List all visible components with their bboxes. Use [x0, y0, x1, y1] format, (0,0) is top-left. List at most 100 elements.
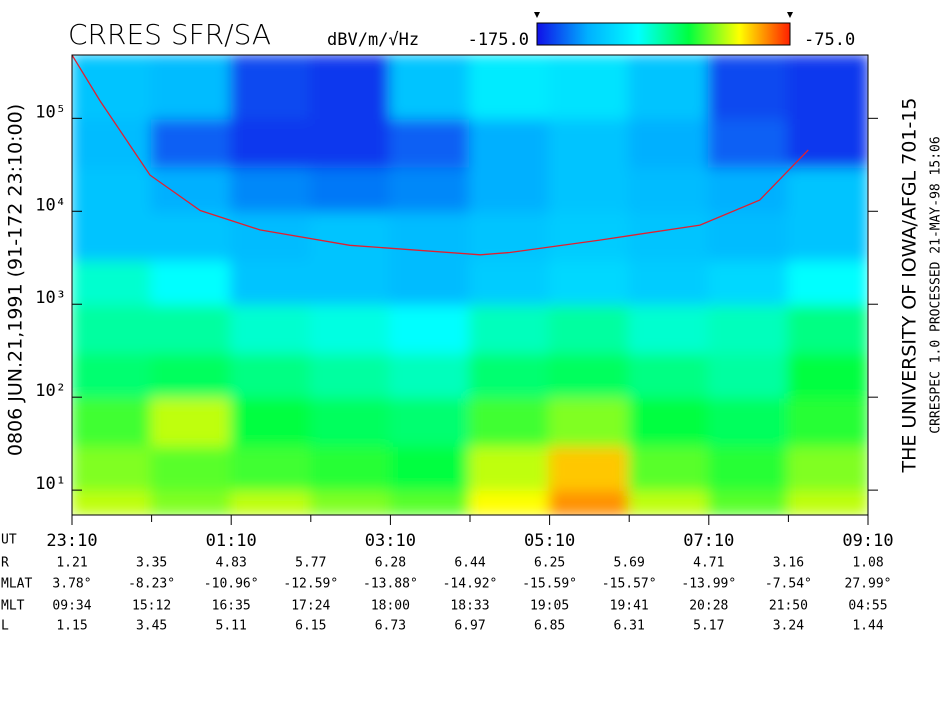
ephemeris-value: 4.71	[693, 556, 724, 571]
heatmap-cell	[309, 396, 392, 447]
heatmap-cell	[389, 489, 471, 515]
heatmap-cell	[389, 396, 471, 447]
heatmap-cell	[309, 351, 392, 399]
heatmap-cell	[72, 210, 153, 261]
heatmap-cell	[628, 210, 710, 261]
ephemeris-row-label: L	[1, 619, 9, 634]
heatmap-cell	[707, 210, 790, 261]
heatmap-cells	[72, 55, 868, 515]
y-tick-label: 10¹	[35, 474, 66, 494]
ephemeris-value: -10.96°	[204, 577, 259, 592]
heatmap-cell	[389, 351, 471, 399]
ephemeris-value: 3.78°	[52, 577, 91, 592]
heatmap-cell	[548, 396, 631, 447]
ephemeris-value: 17:24	[291, 599, 330, 614]
ephemeris-value: 21:50	[769, 599, 808, 614]
heatmap-cell	[72, 396, 153, 447]
heatmap-cell	[150, 351, 233, 399]
ephemeris-value: -13.99°	[681, 577, 736, 592]
heatmap-cell	[150, 55, 233, 120]
heatmap-cell	[628, 303, 710, 354]
heatmap-cell	[389, 210, 471, 261]
heatmap-cell	[707, 117, 790, 168]
heatmap-cell	[72, 165, 153, 213]
heatmap-cell	[628, 258, 710, 306]
heatmap-cell	[309, 165, 392, 213]
chart-title: CRRES SFR/SA	[68, 18, 271, 51]
heatmap-cell	[469, 165, 551, 213]
heatmap-cell	[72, 55, 153, 120]
ephemeris-value: 6.44	[454, 556, 485, 571]
heatmap-cell	[707, 351, 790, 399]
ephemeris-value: 19:41	[610, 599, 649, 614]
heatmap-cell	[548, 258, 631, 306]
right-label: THE UNIVERSITY OF IOWA/AFGL 701-15	[899, 98, 921, 474]
heatmap-cell	[787, 210, 868, 261]
ephemeris-row-label: R	[1, 556, 9, 571]
heatmap-cell	[787, 489, 868, 515]
heatmap-cell	[230, 396, 312, 447]
heatmap-cell	[548, 444, 631, 492]
heatmap-cell	[707, 303, 790, 354]
heatmap-cell	[230, 55, 312, 120]
heatmap-cell	[548, 489, 631, 515]
ephemeris-row-label: MLT	[1, 599, 25, 614]
ephemeris-value: 3.16	[773, 556, 804, 571]
heatmap-cell	[787, 55, 868, 120]
ephemeris-value: 16:35	[212, 599, 251, 614]
heatmap-cell	[309, 303, 392, 354]
heatmap-cell	[707, 489, 790, 515]
right-sublabel: CRRESPEC 1.0 PROCESSED 21-MAY-98 15:06	[929, 136, 944, 433]
ephemeris-value: -12.59°	[283, 577, 338, 592]
heatmap-cell	[628, 55, 710, 120]
ephemeris-value: 3.45	[136, 619, 167, 634]
heatmap-cell	[389, 55, 471, 120]
x-tick-label: 23:10	[46, 531, 97, 551]
heatmap-cell	[548, 55, 631, 120]
ephemeris-value: -8.23°	[128, 577, 175, 592]
heatmap-cell	[628, 489, 710, 515]
heatmap-cell	[548, 351, 631, 399]
heatmap-cell	[150, 210, 233, 261]
heatmap-cell	[628, 444, 710, 492]
heatmap-cell	[309, 117, 392, 168]
heatmap-cell	[309, 258, 392, 306]
x-tick-label: 01:10	[206, 531, 257, 551]
ephemeris-value: 1.44	[852, 619, 883, 634]
heatmap-cell	[389, 117, 471, 168]
heatmap-cell	[389, 444, 471, 492]
heatmap-cell	[628, 396, 710, 447]
overlay	[72, 55, 809, 256]
x-tick-label: 05:10	[524, 531, 575, 551]
heatmap-cell	[787, 165, 868, 213]
heatmap-cell	[707, 258, 790, 306]
heatmap-cell	[150, 258, 233, 306]
ephemeris-value: 04:55	[848, 599, 887, 614]
heatmap-cell	[389, 165, 471, 213]
ephemeris-row-label: UT	[1, 533, 17, 548]
ephemeris-value: 4.83	[216, 556, 247, 571]
heatmap-cell	[150, 117, 233, 168]
heatmap-cell	[787, 444, 868, 492]
heatmap-cell	[309, 55, 392, 120]
heatmap-cell	[707, 396, 790, 447]
ephemeris-value: 5.77	[295, 556, 326, 571]
heatmap-cell	[230, 444, 312, 492]
colorbar-label: dBV/m/√Hz	[327, 30, 419, 50]
y-tick-label: 10³	[35, 288, 66, 308]
heatmap-cell	[469, 210, 551, 261]
heatmap-cell	[389, 258, 471, 306]
heatmap-cell	[469, 117, 551, 168]
colorbar	[536, 22, 791, 46]
heatmap-cell	[230, 258, 312, 306]
heatmap-cell	[628, 351, 710, 399]
ephemeris-value: 3.24	[773, 619, 804, 634]
heatmap-cell	[230, 165, 312, 213]
heatmap-cell	[230, 210, 312, 261]
x-tick-label: 03:10	[365, 531, 416, 551]
ephemeris-value: 1.15	[56, 619, 87, 634]
heatmap-cell	[309, 210, 392, 261]
heatmap-cell	[787, 396, 868, 447]
ephemeris-value: 5.17	[693, 619, 724, 634]
